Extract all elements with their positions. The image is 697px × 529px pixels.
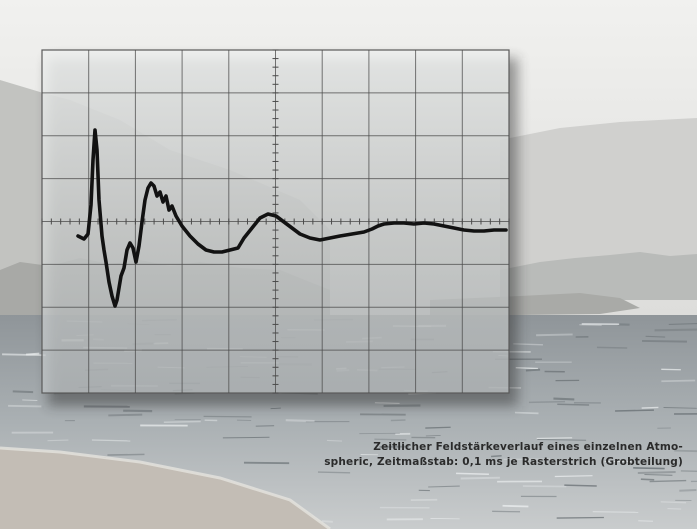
wave-highlight	[163, 420, 201, 423]
wave-highlight	[514, 411, 539, 415]
field-strength-trace	[76, 128, 508, 308]
wave-highlight	[255, 425, 275, 427]
beach-edge	[0, 446, 331, 529]
wave-highlight	[661, 379, 696, 383]
wave-highlight	[515, 367, 538, 370]
wave-highlight	[425, 426, 451, 429]
caption-line-2: spheric, Zeitmaßstab: 0,1 ms je Rasterst…	[324, 456, 683, 468]
wave-highlight	[660, 501, 687, 504]
wave-highlight	[285, 419, 315, 423]
wave-highlight	[107, 453, 145, 456]
wave-highlight	[203, 415, 252, 418]
wave-highlight	[553, 397, 575, 401]
wave-highlight	[554, 475, 593, 478]
figure-caption: Zeitlicher Feldstärkeverlauf eines einze…	[283, 440, 683, 470]
wave-highlight	[536, 333, 573, 337]
wave-highlight	[460, 476, 500, 480]
wave-highlight	[390, 419, 406, 422]
treeline-right	[500, 252, 697, 300]
wave-highlight	[8, 404, 42, 408]
wave-highlight	[456, 472, 489, 476]
wave-highlight	[615, 409, 654, 412]
caption-line-1: Zeitlicher Feldstärkeverlauf eines einze…	[373, 441, 683, 453]
wave-highlight	[513, 343, 543, 346]
wave-highlight	[642, 340, 687, 343]
wave-highlight	[317, 471, 351, 474]
wave-highlight	[222, 436, 270, 439]
wave-highlight	[564, 484, 597, 487]
wave-highlight	[326, 439, 342, 442]
wave-highlight	[596, 346, 628, 349]
wave-highlight	[654, 328, 697, 332]
wave-highlight	[374, 438, 407, 441]
wave-highlight	[428, 485, 460, 488]
wave-highlight	[108, 413, 143, 417]
wave-highlight	[12, 390, 34, 394]
wave-highlight	[644, 474, 673, 476]
wave-highlight	[668, 323, 697, 325]
wave-highlight	[592, 511, 639, 513]
wave-highlight	[645, 335, 666, 338]
wave-highlight	[528, 400, 566, 404]
wave-highlight	[557, 403, 590, 406]
wave-highlight	[649, 479, 687, 483]
beach	[0, 448, 330, 529]
wave-highlight	[525, 368, 541, 372]
wave-highlight	[679, 489, 697, 492]
wave-highlight	[2, 353, 46, 357]
wave-highlight	[556, 516, 604, 519]
wave-highlight	[502, 504, 529, 508]
wave-highlight	[641, 406, 659, 409]
wave-highlight	[91, 439, 131, 442]
wave-highlight	[47, 439, 69, 442]
wave-highlight	[579, 324, 602, 326]
wave-highlight	[536, 437, 573, 439]
wave-highlight	[663, 407, 697, 409]
wave-highlight	[674, 449, 697, 453]
wave-highlight	[640, 478, 655, 481]
wave-highlight	[633, 467, 665, 470]
wave-highlight	[491, 454, 502, 458]
wave-highlight	[637, 471, 676, 474]
wave-highlight	[537, 438, 587, 441]
wave-highlight	[270, 407, 281, 410]
wave-highlight	[321, 520, 333, 523]
